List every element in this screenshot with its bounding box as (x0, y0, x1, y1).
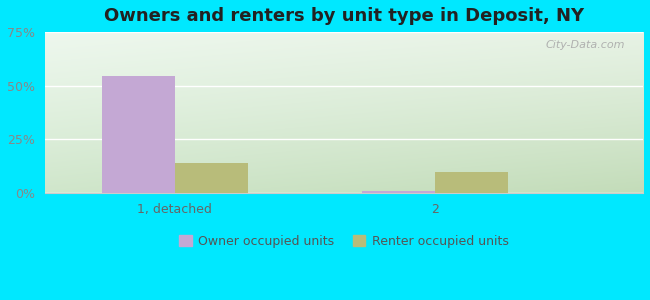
Text: City-Data.com: City-Data.com (545, 40, 625, 50)
Legend: Owner occupied units, Renter occupied units: Owner occupied units, Renter occupied un… (179, 235, 508, 248)
Bar (175, 163, 248, 193)
Bar (362, 191, 435, 193)
Bar (435, 172, 508, 193)
Bar (102, 76, 175, 193)
Title: Owners and renters by unit type in Deposit, NY: Owners and renters by unit type in Depos… (104, 7, 584, 25)
